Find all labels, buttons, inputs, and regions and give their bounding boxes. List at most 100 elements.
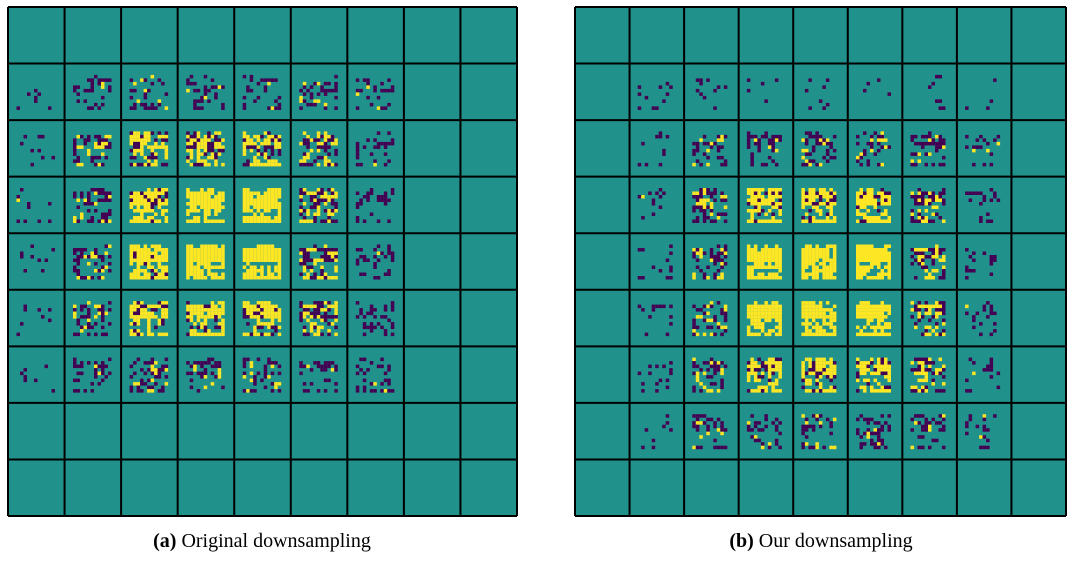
- activation-pixel: [870, 439, 874, 443]
- activation-pixel: [257, 333, 261, 337]
- activation-pixel: [151, 308, 155, 312]
- activation-pixel: [105, 266, 109, 270]
- activation-pixel: [211, 259, 215, 263]
- activation-pixel: [888, 414, 892, 418]
- activation-pixel: [713, 361, 717, 365]
- activation-pixel: [754, 262, 758, 266]
- activation-pixel: [778, 365, 782, 369]
- activation-pixel: [757, 368, 761, 372]
- activation-pixel: [200, 252, 204, 256]
- activation-pixel: [754, 252, 758, 256]
- activation-pixel: [303, 248, 307, 252]
- activation-pixel: [815, 358, 819, 362]
- activation-pixel: [221, 206, 225, 210]
- activation-pixel: [939, 305, 943, 309]
- activation-pixel: [204, 75, 208, 79]
- activation-pixel: [151, 209, 155, 213]
- activation-pixel: [805, 220, 809, 224]
- activation-pixel: [808, 365, 812, 369]
- activation-pixel: [200, 163, 204, 167]
- activation-pixel: [193, 276, 197, 280]
- activation-pixel: [186, 252, 190, 256]
- activation-pixel: [888, 202, 892, 206]
- activation-pixel: [713, 192, 717, 196]
- activation-pixel: [764, 220, 768, 224]
- activation-pixel: [881, 326, 885, 330]
- activation-pixel: [331, 248, 335, 252]
- activation-pixel: [158, 188, 162, 192]
- activation-pixel: [877, 220, 881, 224]
- activation-pixel: [754, 421, 758, 425]
- activation-pixel: [264, 156, 268, 160]
- activation-pixel: [710, 145, 714, 149]
- activation-pixel: [214, 96, 218, 100]
- activation-pixel: [805, 379, 809, 383]
- activation-pixel: [778, 368, 782, 372]
- activation-pixel: [278, 216, 282, 220]
- activation-pixel: [384, 142, 388, 146]
- activation-pixel: [881, 319, 885, 323]
- activation-pixel: [888, 199, 892, 203]
- activation-pixel: [327, 379, 331, 383]
- activation-pixel: [190, 312, 194, 316]
- activation-pixel: [130, 78, 134, 82]
- activation-pixel: [921, 379, 925, 383]
- activation-pixel: [77, 322, 81, 326]
- activation-pixel: [204, 163, 208, 167]
- activation-pixel: [932, 329, 936, 333]
- activation-pixel: [754, 255, 758, 259]
- activation-pixel: [211, 220, 215, 224]
- activation-pixel: [147, 131, 151, 135]
- activation-pixel: [373, 145, 377, 149]
- activation-pixel: [356, 216, 360, 220]
- activation-pixel: [91, 188, 95, 192]
- activation-pixel: [20, 252, 24, 256]
- activation-pixel: [77, 389, 81, 393]
- activation-pixel: [271, 245, 275, 249]
- activation-pixel: [812, 199, 816, 203]
- activation-pixel: [260, 135, 264, 139]
- activation-pixel: [200, 248, 204, 252]
- activation-pixel: [761, 389, 765, 393]
- activation-pixel: [278, 308, 282, 312]
- activation-pixel: [334, 326, 338, 330]
- activation-pixel: [274, 259, 278, 263]
- activation-pixel: [200, 245, 204, 249]
- activation-pixel: [932, 439, 936, 443]
- activation-pixel: [829, 266, 833, 270]
- activation-pixel: [768, 276, 772, 280]
- activation-pixel: [833, 149, 837, 153]
- activation-pixel: [833, 386, 837, 390]
- activation-pixel: [253, 202, 257, 206]
- activation-pixel: [881, 252, 885, 256]
- activation-pixel: [969, 255, 973, 259]
- activation-pixel: [925, 276, 929, 280]
- activation-pixel: [877, 308, 881, 312]
- activation-pixel: [747, 315, 751, 319]
- activation-pixel: [942, 266, 946, 270]
- activation-pixel: [935, 245, 939, 249]
- activation-pixel: [812, 312, 816, 316]
- activation-pixel: [747, 245, 751, 249]
- activation-pixel: [161, 135, 165, 139]
- activation-pixel: [775, 192, 779, 196]
- activation-pixel: [972, 319, 976, 323]
- activation-pixel: [154, 138, 158, 142]
- activation-pixel: [271, 152, 275, 156]
- activation-pixel: [819, 365, 823, 369]
- activation-pixel: [253, 163, 257, 167]
- activation-pixel: [655, 305, 659, 309]
- activation-pixel: [877, 315, 881, 319]
- activation-pixel: [320, 273, 324, 277]
- activation-pixel: [888, 386, 892, 390]
- activation-pixel: [713, 259, 717, 263]
- activation-pixel: [986, 142, 990, 146]
- activation-pixel: [877, 432, 881, 436]
- activation-pixel: [874, 262, 878, 266]
- activation-pixel: [306, 273, 310, 277]
- activation-pixel: [778, 389, 782, 393]
- activation-pixel: [366, 138, 370, 142]
- activation-pixel: [133, 315, 137, 319]
- activation-pixel: [805, 266, 809, 270]
- activation-pixel: [822, 273, 826, 277]
